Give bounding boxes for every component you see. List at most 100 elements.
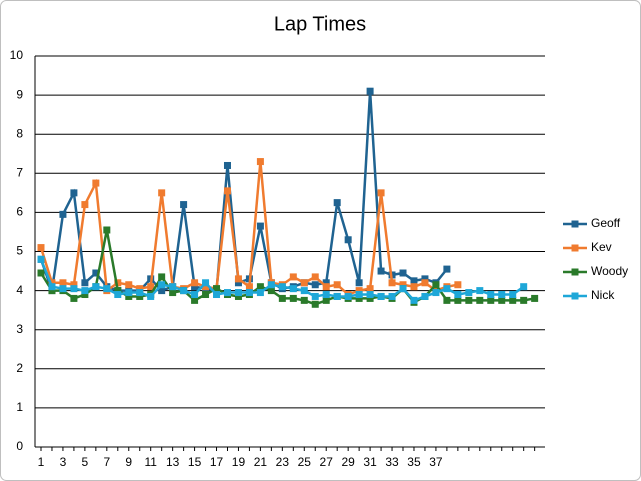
x-tick-label: 11 (144, 455, 157, 469)
point (147, 292, 155, 300)
point (70, 285, 78, 293)
point (421, 279, 429, 287)
point (344, 236, 352, 244)
legend-label: Geoff (591, 216, 621, 230)
x-tick-label: 25 (298, 455, 312, 469)
point (432, 281, 440, 289)
point (114, 279, 122, 287)
point (476, 287, 484, 295)
point (311, 300, 319, 308)
point (410, 296, 418, 304)
point (388, 292, 396, 300)
point (520, 296, 528, 304)
point (81, 201, 89, 209)
point (267, 281, 275, 289)
point (421, 292, 429, 300)
point (322, 283, 330, 291)
point (289, 285, 297, 293)
y-tick-label: 9 (16, 87, 23, 101)
point (169, 283, 177, 291)
point (311, 273, 319, 281)
point (59, 279, 67, 287)
point (59, 210, 67, 218)
point (125, 292, 133, 300)
point (278, 283, 286, 291)
legend-label: Kev (591, 240, 612, 254)
legend-marker (571, 220, 579, 228)
point (180, 287, 188, 295)
point (37, 255, 45, 263)
point (245, 289, 253, 297)
point (158, 189, 166, 197)
point (509, 291, 517, 299)
point (509, 296, 517, 304)
point (147, 283, 155, 291)
point (256, 289, 264, 297)
y-tick-label: 6 (16, 205, 23, 219)
point (498, 296, 506, 304)
point (322, 279, 330, 287)
point (443, 296, 451, 304)
x-tick-label: 27 (320, 455, 334, 469)
point (377, 189, 385, 197)
x-tick-label: 17 (210, 455, 224, 469)
point (366, 291, 374, 299)
point (256, 158, 264, 166)
point (377, 267, 385, 275)
point (92, 179, 100, 187)
legend-label: Woody (591, 264, 628, 278)
point (322, 296, 330, 304)
point (355, 294, 363, 302)
point (311, 292, 319, 300)
point (300, 287, 308, 295)
point (234, 279, 242, 287)
legend-label: Nick (591, 288, 615, 302)
point (399, 285, 407, 293)
point (476, 296, 484, 304)
point (213, 285, 221, 293)
point (333, 199, 341, 207)
y-tick-label: 4 (16, 283, 23, 297)
point (158, 287, 166, 295)
point (355, 291, 363, 299)
point (158, 273, 166, 281)
point (48, 279, 56, 287)
y-tick-label: 2 (16, 361, 23, 375)
point (234, 292, 242, 300)
point (289, 273, 297, 281)
point (278, 294, 286, 302)
point (37, 269, 45, 277)
x-tick-label: 15 (188, 455, 202, 469)
point (410, 277, 418, 285)
point (256, 222, 264, 230)
point (59, 285, 67, 293)
point (300, 279, 308, 287)
legend-marker (571, 292, 579, 300)
point (223, 187, 231, 195)
point (169, 289, 177, 297)
x-tick-label: 9 (125, 455, 132, 469)
point (92, 269, 100, 277)
point (410, 283, 418, 291)
point (125, 289, 133, 297)
point (311, 281, 319, 289)
point (520, 283, 528, 291)
point (333, 292, 341, 300)
point (256, 283, 264, 291)
chart-title: Lap Times (274, 13, 366, 35)
point (465, 296, 473, 304)
point (125, 281, 133, 289)
point (191, 279, 199, 287)
point (443, 285, 451, 293)
x-tick-label: 1 (38, 455, 45, 469)
y-tick-label: 8 (16, 126, 23, 140)
point (498, 291, 506, 299)
point (399, 269, 407, 277)
point (245, 283, 253, 291)
point (180, 201, 188, 209)
point (388, 279, 396, 287)
point (366, 87, 374, 95)
point (70, 281, 78, 289)
